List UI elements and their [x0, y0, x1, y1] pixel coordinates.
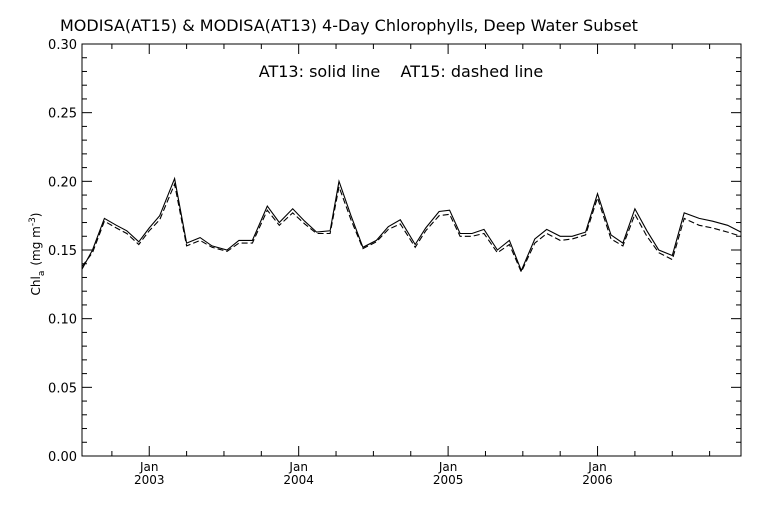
- y-tick-label: 0.15: [48, 244, 77, 259]
- x-tick-month-label: Jan: [139, 460, 159, 474]
- y-axis-label-main: Chl: [29, 276, 43, 295]
- chart-title: MODISA(AT15) & MODISA(AT13) 4-Day Chloro…: [60, 16, 638, 35]
- y-axis-label-exponent: -3: [28, 217, 38, 226]
- y-tick-label: 0.10: [48, 313, 77, 328]
- y-axis-label-subscript: a: [37, 271, 47, 277]
- x-tick-year-label: 2004: [283, 473, 314, 487]
- y-tick-label: 0.00: [48, 450, 77, 465]
- y-axis-label-units: (mg m: [29, 226, 43, 266]
- x-tick-month-label: Jan: [587, 460, 607, 474]
- x-tick-month-label: Jan: [438, 460, 458, 474]
- series-line-dashed: [81, 182, 742, 274]
- x-tick-year-label: 2005: [433, 473, 464, 487]
- line-style-annotation: AT13: solid line AT15: dashed line: [259, 62, 544, 81]
- series-line-solid: [81, 176, 742, 273]
- y-tick-label: 0.25: [48, 107, 77, 122]
- x-tick-year-label: 2006: [582, 473, 613, 487]
- x-tick-year-label: 2003: [134, 473, 165, 487]
- y-tick-label: 0.05: [48, 381, 77, 396]
- series-layer: [81, 176, 742, 274]
- plot-frame: [81, 43, 742, 457]
- y-axis-label-units-close: ): [29, 212, 43, 217]
- y-axis-label: Chla (mg m-3): [28, 212, 47, 295]
- y-tick-label: 0.20: [48, 175, 77, 190]
- y-tick-label: 0.30: [48, 38, 77, 53]
- x-tick-month-label: Jan: [288, 460, 308, 474]
- y-axis: 0.00 0.05 0.10 0.15 0.20 0.25 0.30: [48, 38, 741, 465]
